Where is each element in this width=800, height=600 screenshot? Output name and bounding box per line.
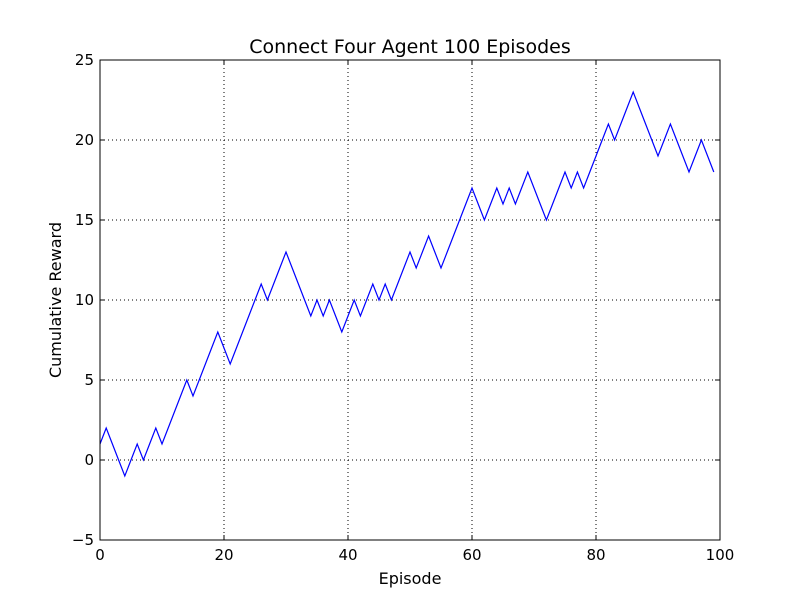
chart-title: Connect Four Agent 100 Episodes — [249, 36, 570, 58]
series-line — [99, 90, 715, 478]
y-tick-label: 5 — [84, 371, 94, 389]
x-tick-label: 100 — [706, 546, 735, 564]
y-tick-label: 20 — [75, 131, 94, 149]
x-tick-label: 80 — [586, 546, 605, 564]
y-tick-label: 10 — [75, 291, 94, 309]
y-tick-labels: −5 0 5 10 15 20 25 — [72, 51, 94, 549]
y-tick-label: 15 — [75, 211, 94, 229]
y-tick-label: 0 — [84, 451, 94, 469]
x-tick-label: 60 — [462, 546, 481, 564]
x-axis-label: Episode — [379, 569, 442, 588]
y-tick-label: −5 — [72, 531, 94, 549]
x-tick-labels: 0 20 40 60 80 100 — [95, 546, 734, 564]
series-layer — [99, 90, 715, 478]
ticks — [99, 59, 721, 541]
x-tick-label: 20 — [214, 546, 233, 564]
x-tick-label: 0 — [95, 546, 105, 564]
y-axis-label: Cumulative Reward — [46, 222, 65, 378]
x-tick-label: 40 — [338, 546, 357, 564]
y-tick-label: 25 — [75, 51, 94, 69]
